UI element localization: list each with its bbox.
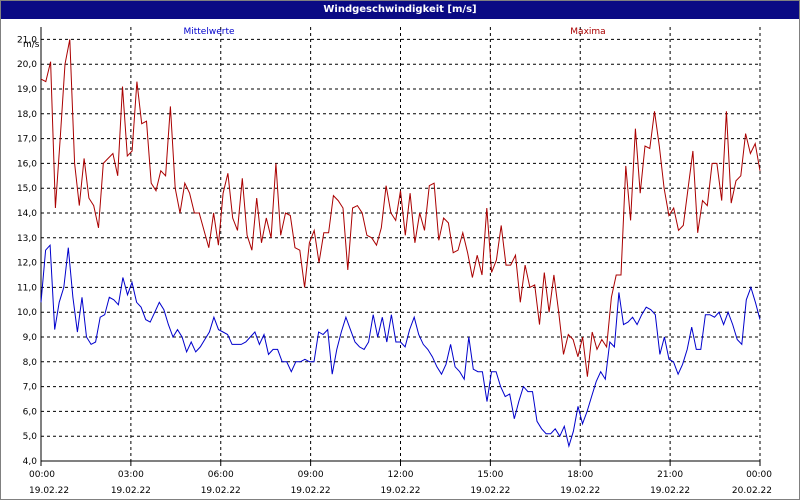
y-tick-label: 12,0 [17,259,37,269]
x-tick-time: 18:00 [567,470,593,480]
x-tick-date: 19.02.22 [560,486,600,496]
y-tick-label: 4,0 [23,457,38,467]
y-tick-label: 7,0 [23,383,38,393]
y-tick-label: 20,0 [17,60,37,70]
x-tick-time: 00:00 [29,470,55,480]
x-tick-time: 09:00 [298,470,324,480]
y-tick-label: 9,0 [23,333,38,343]
legend-maxima: Maxima [570,27,605,37]
y-tick-label: 13,0 [17,234,37,244]
y-tick-label: 17,0 [17,135,37,145]
x-tick-time: 00:00 [746,470,772,480]
y-tick-label: 6,0 [23,407,38,417]
y-tick-label: 16,0 [17,159,37,169]
x-tick-time: 21:00 [657,470,683,480]
y-tick-label: 14,0 [17,209,37,219]
y-tick-label: 11,0 [17,283,37,293]
y-axis-label: m/s [23,40,40,50]
y-tick-labels: 4,0 5,0 6,0 7,0 8,0 9,0 10,0 11,0 12,0 13,0 14,0 15… [17,35,37,467]
y-tick-label: 15,0 [17,184,37,194]
x-tick-date: 19.02.22 [29,486,69,496]
x-tick-date: 19.02.22 [111,486,151,496]
x-tick-date: 19.02.22 [201,486,241,496]
y-tick-label: 21,0 [17,35,37,45]
series-line-mittelwerte [40,243,761,449]
y-tick-label: 5,0 [23,432,38,442]
series-lines [40,39,761,449]
y-tick-label: 8,0 [23,358,38,368]
x-tick-date: 20.02.22 [732,486,772,496]
y-tick-label: 18,0 [17,110,37,120]
x-tick-time: 12:00 [388,470,414,480]
x-tick-date: 19.02.22 [470,486,510,496]
x-tick-date: 19.02.22 [380,486,420,496]
x-tick-time: 15:00 [477,470,503,480]
chart-axes [40,27,761,466]
x-tick-labels: 00:00 19.02.22 03:00 19.02.22 06:00 19.02.22 0… [29,470,772,496]
legend-mittelwerte: Mittelwerte [183,27,234,37]
x-tick-date: 19.02.22 [291,486,331,496]
series-line-maxima [40,39,761,377]
y-tick-label: 10,0 [17,308,37,318]
window-title: Windgeschwindigkeit [m/s] [1,1,799,19]
x-tick-time: 06:00 [208,470,234,480]
line-chart: 4,0 5,0 6,0 7,0 8,0 9,0 10,0 11,0 12,0 13,0 14,0 15… [17,27,772,496]
y-tick-label: 19,0 [17,85,37,95]
chart-grid [40,27,761,462]
x-tick-date: 19.02.22 [650,486,690,496]
x-tick-time: 03:00 [118,470,144,480]
